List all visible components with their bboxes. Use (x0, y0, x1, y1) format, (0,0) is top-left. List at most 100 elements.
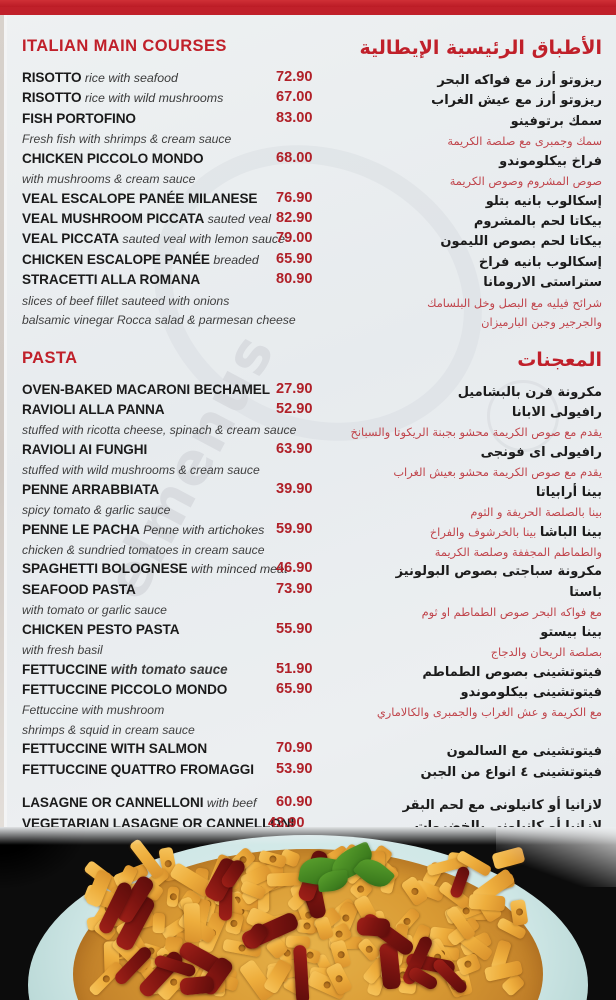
menu-row-ar: صوص المشروم وصوص الكريمة (450, 170, 602, 189)
penne-hole (229, 919, 239, 928)
item-price: 65.90 (276, 250, 313, 267)
menu-row-description: with tomato or garlic sauce مع فواكه البح… (0, 601, 616, 621)
penne-piece (267, 872, 302, 887)
item-price: 39.90 (276, 480, 313, 497)
menu-row-item: FETTUCCINE with tomato sauce 51.90 فيتوتشي… (0, 661, 616, 681)
item-name-ar: بينا الباشا (539, 524, 602, 540)
menu-row-description: chicken & sundried tomatoes in cream sau… (0, 541, 616, 561)
item-name-ar: فيتوتشينى بيكلوموندو (460, 685, 602, 701)
menu-row-item: RISOTTO rice with seafood 72.90 ريزوتو أرز… (0, 69, 616, 89)
menu-row-en: FETTUCCINE with tomato sauce (22, 661, 332, 679)
menu-rows: OVEN-BAKED MACARONI BECHAMEL 27.90 مكرونة … (0, 381, 616, 835)
menu-row-en: Fresh fish with shrimps & cream sauce (22, 130, 332, 148)
penne-piece (183, 903, 201, 943)
menu-row-en: CHICKEN PESTO PASTA (22, 621, 332, 639)
menu-row-ar: فراخ بيكلوموندو (499, 150, 602, 169)
menu-row-en: LASAGNE OR CANNELLONI with beef (22, 794, 332, 812)
page-left-edge (0, 15, 4, 827)
item-description-ar: بصلصة الريحان والدجاج (490, 645, 602, 660)
item-inline-description: Penne with artichokes (139, 522, 265, 537)
item-price: 27.90 (276, 380, 313, 397)
item-name: STRACETTI ALLA ROMANA (22, 272, 201, 288)
penne-piece (152, 913, 166, 934)
menu-row-en: SPAGHETTI BOLOGNESE with minced meat (22, 560, 332, 578)
menu-row-en: FISH PORTOFINO (22, 110, 332, 128)
menu-row-en: VEGETARIAN LASAGNE OR CANNELLONI (22, 815, 332, 833)
item-name-ar: ستراستى الارومانا (483, 275, 602, 291)
penne-hole (305, 951, 315, 960)
menu-row-en: FETTUCCINE PICCOLO MONDO (22, 681, 332, 699)
item-description: slices of beef fillet sauteed with onion… (22, 293, 230, 308)
item-name-ar: بيكاتا لحم بصوص الليمون (440, 234, 602, 250)
item-description-ar: والطماطم المجففة وصلصة الكريمة (434, 544, 602, 559)
menu-row-item: CHICKEN PESTO PASTA 55.90 بينا بيستو (0, 621, 616, 641)
item-name: SEAFOOD PASTA (22, 581, 136, 597)
menu-row-description: Fettuccine with mushroom مع الكريمة و عش … (0, 701, 616, 721)
sundried-tomato (356, 917, 391, 937)
menu-row-item: CHICKEN PICCOLO MONDO 68.00 فراخ بيكلوموند… (0, 150, 616, 170)
menu-row-ar: بينا أرابياتا (536, 481, 602, 500)
menu-row-ar: إسكالوب بانيه بتلو (486, 190, 602, 209)
item-name-ar: فيتوتشينى بصوص الطماطم (422, 664, 602, 680)
penne-hole (463, 959, 473, 969)
item-name: PENNE ARRABBIATA (22, 481, 160, 497)
item-name: FETTUCCINE WITH SALMON (22, 741, 208, 757)
menu-row-en: chicken & sundried tomatoes in cream sau… (22, 541, 332, 559)
menu-row-en: RISOTTO rice with wild mushrooms (22, 89, 332, 107)
penne-hole (355, 884, 366, 895)
item-price: 46.90 (276, 560, 313, 577)
menu-row-item: OVEN-BAKED MACARONI BECHAMEL 27.90 مكرونة … (0, 381, 616, 401)
penne-hole (302, 922, 311, 931)
menu-row-ar: بيكاتا لحم بالمشروم (474, 210, 602, 229)
menu-rows: RISOTTO rice with seafood 72.90 ريزوتو أرز… (0, 69, 616, 331)
item-name: PENNE LE PACHA (22, 521, 140, 537)
item-price: 43.90 (268, 814, 305, 831)
item-description-ar: سمك وجمبرى مع صلصة الكريمة (447, 134, 602, 149)
item-inline-description: rice with wild mushrooms (81, 91, 224, 106)
menu-row-ar: سمك وجمبرى مع صلصة الكريمة (447, 130, 602, 149)
section-title-ar: المعجنات (517, 348, 602, 371)
item-description: spicy tomato & garlic sauce (22, 503, 171, 518)
item-name-ar: باستا (569, 584, 602, 600)
item-name-ar: رافيولى الابانا (511, 404, 602, 420)
menu-row-ar: مكرونة فرن بالبشاميل (458, 381, 602, 400)
item-name-ar: مكرونة سباجتى بصوص البولونيز (395, 564, 602, 580)
penne-hole (322, 981, 333, 991)
item-name-ar: بيكاتا لحم بالمشروم (473, 213, 602, 229)
item-name-ar: إسكالوب بانيه فراخ (478, 254, 602, 270)
menu-row-ar: بيكاتا لحم بصوص الليمون (440, 230, 602, 249)
item-name-ar: فراخ بيكلوموندو (499, 153, 602, 169)
item-price: 79.00 (276, 230, 313, 247)
item-price: 67.00 (276, 89, 313, 106)
menu-row-en: SEAFOOD PASTA (22, 581, 332, 599)
menu-row-description: stuffed with ricotta cheese, spinach & c… (0, 421, 616, 441)
pasta-photo (0, 827, 616, 1000)
top-red-banner (0, 0, 616, 15)
item-price: 51.90 (276, 660, 313, 677)
menu-row-en: with fresh basil (22, 641, 332, 659)
menu-row-ar: والجرجير وجبن البارميزان (481, 311, 602, 330)
menu-row-ar: فيتوتشينى بيكلوموندو (460, 681, 602, 700)
item-name-ar: فيتوتشينى ٤ انواع من الجبن (420, 764, 603, 780)
item-description-ar: بينا بالصلصة الحريفة و الثوم (470, 505, 602, 520)
menu-row-en: PENNE ARRABBIATA (22, 481, 332, 499)
menu-row-description: balsamic vinegar Rocca salad & parmesan … (0, 311, 616, 331)
menu-row-ar: إسكالوب بانيه فراخ (479, 251, 602, 270)
menu-row-en: RISOTTO rice with seafood (22, 69, 332, 87)
menu-row-item: VEAL ESCALOPE PANÉE MILANESE 76.90 إسكالوب… (0, 190, 616, 210)
item-inline-description: with minced meat (187, 562, 288, 577)
item-description: balsamic vinegar Rocca salad & parmesan … (22, 313, 296, 328)
item-name: FISH PORTOFINO (22, 110, 136, 126)
menu-row-en: slices of beef fillet sauteed with onion… (22, 292, 332, 310)
menu-row-ar: ستراستى الارومانا (483, 271, 602, 290)
menu-row-en: VEAL PICCATA sauted veal with lemon sauc… (22, 230, 332, 248)
item-price: 70.90 (276, 740, 313, 757)
menu-row-ar: فيتوتشينى بصوص الطماطم (422, 661, 602, 680)
menu-row-description: shrimps & squid in cream sauce (0, 721, 616, 741)
item-description: with fresh basil (22, 643, 103, 658)
menu-row-item: RAVIOLI AI FUNGHI 63.90 رافيولى اى فونجى (0, 441, 616, 461)
menu-row-description: with fresh basil بصلصة الريحان والدجاج (0, 641, 616, 661)
menu-row-ar: رافيولى اى فونجى (481, 441, 602, 460)
item-price: 65.90 (276, 681, 313, 698)
